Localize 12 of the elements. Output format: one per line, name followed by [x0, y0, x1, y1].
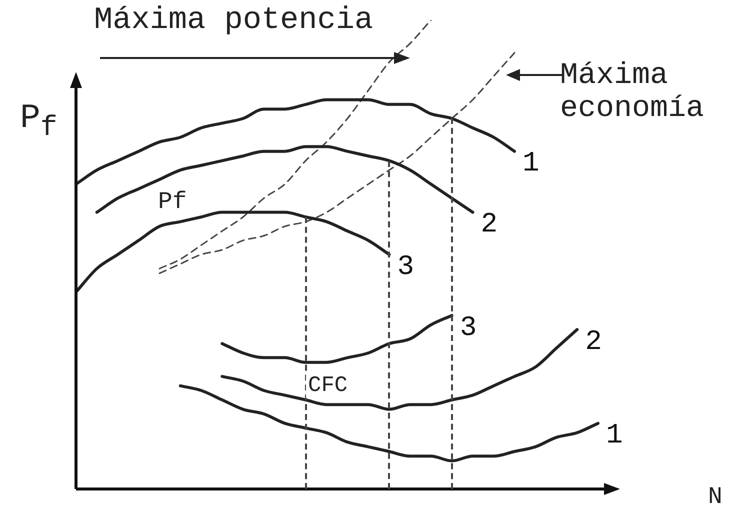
annotation: CFC [306, 373, 350, 398]
series-label: 1 [522, 148, 540, 180]
series-label: 3 [460, 312, 477, 344]
y-axis-title: P$_{f}$ [20, 100, 58, 144]
series-label: 3 [397, 252, 414, 283]
annotation: Máxima economía [560, 59, 706, 126]
x-axis-title: N [708, 484, 722, 511]
annotation: Pf [158, 189, 187, 216]
annotation: Máxima potencia [94, 3, 374, 38]
series-label: 2 [585, 326, 602, 358]
series-label: 1 [606, 420, 623, 452]
series-label: 2 [480, 210, 498, 241]
